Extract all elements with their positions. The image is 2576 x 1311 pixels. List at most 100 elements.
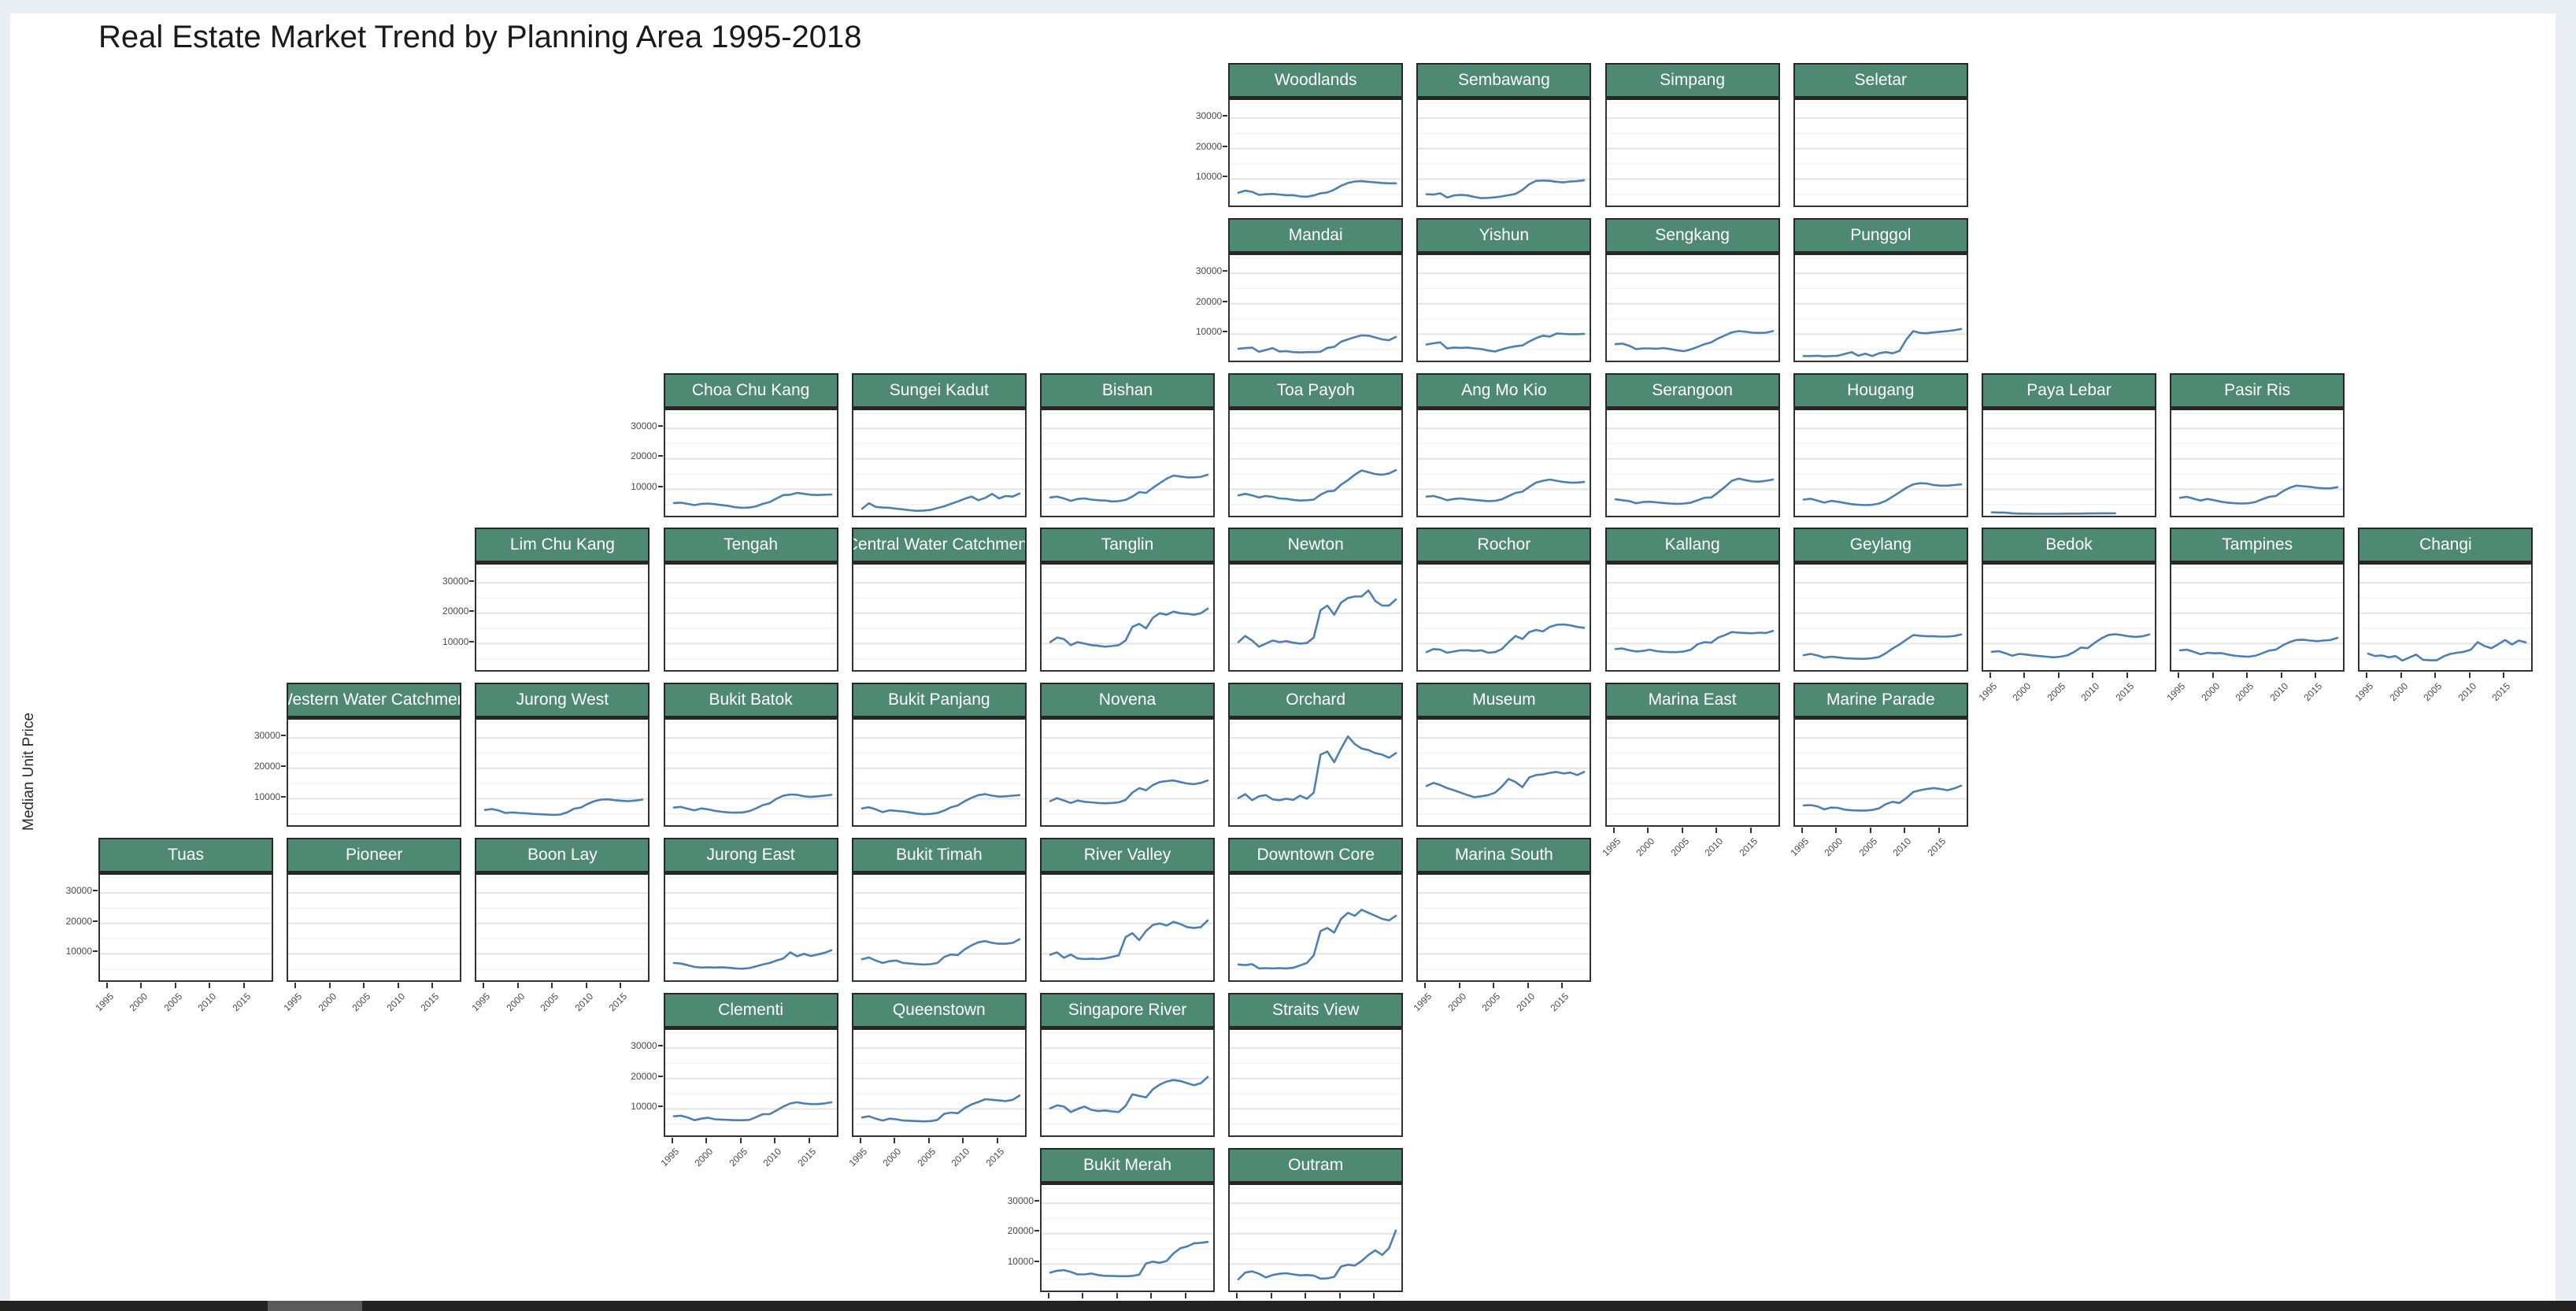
facet-downtown-core: Downtown Core bbox=[1228, 838, 1404, 982]
facet-western-water-catchment: Western Water Catchment 10000 20000 30000 bbox=[254, 683, 462, 828]
y-tick-label: 20000 bbox=[1007, 1225, 1034, 1237]
x-axis-tick bbox=[1561, 983, 1564, 988]
facet-tuas: Tuas 10000 20000 30000 1995 2000 2005 2010 2015 bbox=[66, 838, 273, 1013]
x-axis-tick bbox=[242, 983, 245, 988]
x-axis-tick bbox=[927, 1137, 930, 1143]
facet-panel bbox=[1416, 98, 1592, 207]
plot-canvas: Real Estate Market Trend by Planning Are… bbox=[10, 13, 2556, 1311]
x-axis-tick bbox=[2126, 672, 2128, 679]
facet-panel bbox=[1793, 98, 1968, 207]
facet-panel bbox=[663, 717, 838, 828]
x-axis-tick bbox=[2178, 672, 2180, 679]
y-tick-label: 20000 bbox=[1195, 295, 1223, 307]
facet-panel bbox=[663, 562, 838, 672]
facet-toa-payoh: Toa Payoh bbox=[1228, 372, 1404, 517]
facet-strip-label: Mandai bbox=[1228, 217, 1404, 253]
facet-queenstown: Queenstown 1995 2000 2005 2010 2015 bbox=[846, 992, 1027, 1168]
y-tick-label: 10000 bbox=[1195, 171, 1223, 183]
trend-line bbox=[1049, 919, 1209, 961]
x-axis-tick bbox=[585, 983, 587, 988]
facet-bukit-merah: Bukit Merah10000200003000019952000200520… bbox=[1008, 1147, 1215, 1311]
trend-line bbox=[1426, 332, 1586, 353]
facet-strip-label: Novena bbox=[1040, 683, 1215, 718]
x-axis-tick bbox=[397, 983, 399, 988]
facet-bishan: Bishan bbox=[1040, 372, 1215, 517]
facet-strip-label: Bishan bbox=[1040, 372, 1215, 408]
facet-panel bbox=[287, 872, 462, 982]
x-axis-tick bbox=[1869, 828, 1871, 834]
facet-panel bbox=[1604, 717, 1780, 828]
facet-panel bbox=[1228, 717, 1404, 828]
x-axis-tick bbox=[1150, 1292, 1153, 1298]
facet-strip-label: Punggol bbox=[1793, 217, 1968, 253]
facet-panel bbox=[1604, 98, 1780, 207]
facet-bukit-timah: Bukit Timah bbox=[851, 838, 1027, 982]
facet-singapore-river: Singapore River bbox=[1040, 992, 1215, 1137]
trend-line bbox=[1049, 608, 1209, 648]
x-axis-tick bbox=[1715, 828, 1718, 834]
y-tick-label: 30000 bbox=[65, 885, 92, 897]
facet-strip-label: Lim Chu Kang bbox=[475, 528, 650, 563]
facet-panel bbox=[1982, 562, 2156, 672]
x-axis-tick bbox=[1647, 828, 1649, 834]
facet-paya-lebar: Paya Lebar bbox=[1982, 372, 2156, 517]
trend-line bbox=[2178, 484, 2339, 505]
y-tick-label: 20000 bbox=[631, 450, 657, 462]
facet-strip-label: Seletar bbox=[1793, 63, 1968, 98]
facet-strip-label: Simpang bbox=[1604, 63, 1780, 98]
scrollbar-thumb[interactable] bbox=[268, 1301, 362, 1311]
trend-line bbox=[2367, 639, 2527, 662]
facet-panel bbox=[851, 562, 1027, 672]
trend-line bbox=[861, 793, 1021, 816]
trend-line bbox=[1614, 329, 1774, 353]
x-axis-tick bbox=[996, 1137, 998, 1143]
facet-strip-label: Bedok bbox=[1982, 528, 2156, 563]
trend-line bbox=[1426, 624, 1586, 654]
facet-panel bbox=[1793, 252, 1968, 362]
y-tick-label: 10000 bbox=[254, 791, 281, 802]
facet-panel bbox=[1228, 562, 1404, 672]
facet-panel bbox=[851, 717, 1027, 828]
trend-line bbox=[1049, 1076, 1209, 1113]
y-tick-label: 30000 bbox=[1195, 265, 1223, 276]
facet-bukit-batok: Bukit Batok bbox=[663, 683, 838, 828]
facet-strip-label: Tengah bbox=[663, 528, 838, 563]
facet-strip-label: River Valley bbox=[1040, 838, 1215, 872]
y-axis-tick bbox=[93, 920, 98, 922]
facet-sembawang: Sembawang bbox=[1416, 63, 1592, 207]
facet-strip-label: Marina South bbox=[1416, 838, 1592, 872]
x-axis-tick bbox=[808, 1137, 810, 1143]
facet-simpang: Simpang bbox=[1604, 63, 1780, 207]
y-tick-label: 30000 bbox=[1195, 110, 1223, 122]
facet-strip-label: Boon Lay bbox=[475, 838, 650, 872]
x-axis-tick bbox=[1493, 983, 1495, 988]
trend-line bbox=[1237, 334, 1397, 354]
facet-serangoon: Serangoon bbox=[1604, 372, 1780, 517]
facet-tengah: Tengah bbox=[663, 528, 838, 672]
x-axis-tick bbox=[294, 983, 297, 988]
facet-pasir-ris: Pasir Ris bbox=[2170, 372, 2345, 517]
y-tick-label: 20000 bbox=[1195, 140, 1223, 152]
facet-panel bbox=[663, 1027, 838, 1137]
x-axis-tick bbox=[1236, 1292, 1238, 1298]
facet-strip-label: Ang Mo Kio bbox=[1416, 372, 1592, 408]
facet-strip-label: Newton bbox=[1228, 528, 1404, 563]
facet-panel bbox=[475, 717, 650, 828]
facet-boon-lay: Boon Lay 1995 2000 2005 2010 2015 bbox=[470, 838, 650, 1013]
x-axis-tick bbox=[705, 1137, 708, 1143]
y-tick-label: 20000 bbox=[631, 1070, 657, 1082]
facet-strip-label: Bukit Timah bbox=[851, 838, 1027, 872]
trend-line bbox=[484, 798, 644, 817]
x-axis-tick bbox=[2366, 672, 2368, 679]
y-axis-tick bbox=[657, 1105, 663, 1108]
y-tick-label: 10000 bbox=[442, 635, 469, 647]
trend-line bbox=[1426, 478, 1586, 502]
facet-strip-label: Hougang bbox=[1793, 372, 1968, 408]
y-axis-tick bbox=[281, 765, 287, 767]
y-axis-tick bbox=[1034, 1199, 1039, 1202]
bottom-bar bbox=[0, 1301, 2576, 1311]
trend-line bbox=[1802, 328, 1963, 357]
x-axis-tick bbox=[1749, 828, 1752, 834]
facet-panel bbox=[1228, 98, 1404, 207]
trend-line bbox=[1237, 180, 1397, 198]
